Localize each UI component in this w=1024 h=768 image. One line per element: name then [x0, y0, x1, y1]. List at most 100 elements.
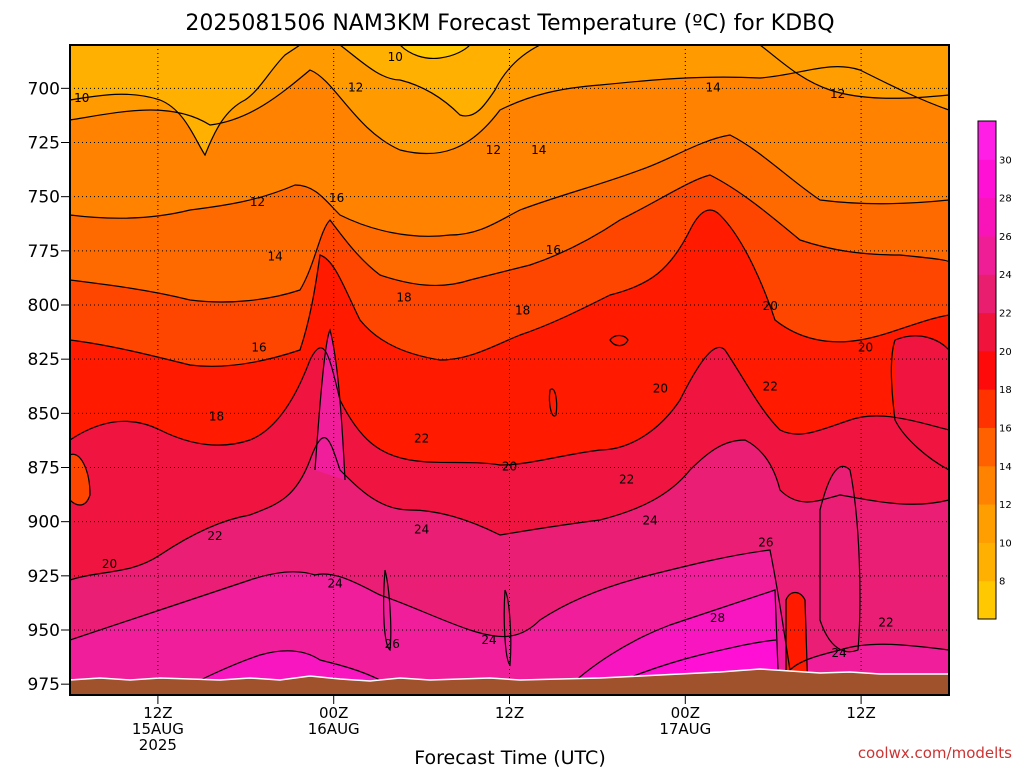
band-10-top [70, 45, 300, 155]
x-tick-label: 12Z [143, 704, 172, 722]
colorbar-label: 10 [999, 538, 1012, 549]
x-tick-label: 17AUG [659, 720, 711, 738]
terrain [69, 668, 950, 696]
colorbar-label: 14 [999, 462, 1012, 473]
colorbar-swatch [978, 350, 996, 390]
contour-label: 28 [710, 611, 725, 625]
watermark: coolwx.com/modelts [858, 744, 1012, 762]
contour-line [548, 388, 558, 417]
band-26-sfc [315, 330, 345, 480]
colorbar-swatch [978, 504, 996, 543]
contour-label: 14 [531, 143, 546, 157]
colorbar-label: 28 [999, 194, 1012, 205]
contour-line [609, 334, 629, 347]
colorbar-swatch [978, 389, 996, 428]
plot-field [70, 45, 949, 695]
contour-label: 20 [763, 299, 778, 313]
band-22-right [895, 335, 949, 470]
contour-label: 18 [209, 410, 224, 424]
x-axis-label: Forecast Time (UTC) [414, 747, 605, 768]
contour-label: 24 [328, 577, 343, 591]
contour-label: 12 [486, 143, 501, 157]
contour-label: 20 [858, 340, 873, 354]
x-tick-label: 2025 [139, 736, 177, 754]
x-tick-label: 12Z [495, 704, 524, 722]
y-tick-label: 875 [28, 459, 60, 479]
contour-label: 16 [546, 243, 561, 257]
contour-label: 24 [414, 522, 429, 536]
contour-label: 20 [102, 557, 117, 571]
contour-label: 12 [830, 87, 845, 101]
colorbar-label: 20 [999, 347, 1012, 358]
contour-label: 24 [481, 633, 496, 647]
contour-labels: 10 10 12 12 12 14 14 12 14 16 16 16 18 18 18 20 20 20 22 22… [74, 50, 894, 660]
contour-line [314, 328, 346, 481]
contour-label: 22 [763, 379, 778, 393]
contour-label: 22 [878, 616, 893, 630]
x-tick-label: 00Z [319, 704, 348, 722]
colorbar-label: 24 [999, 270, 1012, 281]
contour-label: 18 [515, 304, 530, 318]
contour-label: 14 [267, 249, 282, 263]
colorbar: 8 10 12 14 16 18 20 22 24 26 28 30 [977, 120, 1012, 620]
colorbar-swatch [978, 427, 996, 467]
contour-label: 26 [758, 535, 773, 549]
contour-line [399, 45, 471, 60]
y-tick-label: 750 [28, 188, 60, 208]
contour-line [339, 45, 541, 117]
colorbar-label: 30 [999, 155, 1012, 166]
colorbar-swatch [978, 235, 996, 275]
colorbar-swatch [978, 542, 996, 582]
colorbar-swatch [978, 159, 996, 199]
band-10-top2 [340, 45, 540, 116]
contour-label: 24 [831, 646, 846, 660]
contour-label: 20 [502, 460, 517, 474]
contour-label: 16 [329, 191, 344, 205]
contour-line [70, 174, 949, 303]
contour-label: 22 [414, 431, 429, 445]
contour-label: 12 [348, 80, 363, 94]
chart-title: 2025081506 NAM3KM Forecast Temperature (… [185, 11, 834, 36]
contour-line [70, 453, 91, 506]
colorbar-label: 22 [999, 309, 1012, 320]
x-tick-label: 00Z [671, 704, 700, 722]
contour-label: 24 [642, 514, 657, 528]
contour-line [785, 591, 809, 695]
y-tick-label: 900 [28, 513, 60, 533]
band-24-right [820, 466, 860, 652]
contour-line [819, 465, 861, 653]
contour-label: 18 [396, 291, 411, 305]
y-tick-label: 850 [28, 404, 60, 424]
colorbar-swatch [978, 197, 996, 237]
y-tick-label: 925 [28, 567, 60, 587]
contour-label: 20 [653, 382, 668, 396]
contour-line [70, 549, 949, 672]
contour-label: 14 [705, 80, 720, 94]
contour-line [70, 134, 949, 237]
contour-line [890, 335, 949, 471]
colorbar-swatch [978, 465, 996, 505]
contour-line [559, 589, 779, 695]
contour-line [70, 346, 949, 466]
contour-line [759, 45, 949, 99]
y-tick-label: 825 [28, 350, 60, 370]
y-axis: 700 725 750 775 800 825 850 875 900 925 950 975 [28, 79, 70, 695]
colorbar-label: 8 [999, 577, 1005, 588]
contour-label: 22 [207, 529, 222, 543]
x-tick-label: 15AUG [132, 720, 184, 738]
colorbar-label: 26 [999, 232, 1012, 243]
colorbar-label: 18 [999, 385, 1012, 396]
y-tick-label: 950 [28, 621, 60, 641]
colorbar-label: 16 [999, 423, 1012, 434]
contour-label: 12 [250, 195, 265, 209]
colorbar-swatch [978, 121, 996, 160]
contour-label: 10 [388, 50, 403, 64]
colorbar-frame [977, 120, 997, 620]
y-tick-label: 975 [28, 675, 60, 695]
x-tick-label: 16AUG [308, 720, 360, 738]
colorbar-swatch [978, 580, 996, 620]
contour-label: 16 [251, 340, 266, 354]
y-tick-label: 725 [28, 134, 60, 154]
